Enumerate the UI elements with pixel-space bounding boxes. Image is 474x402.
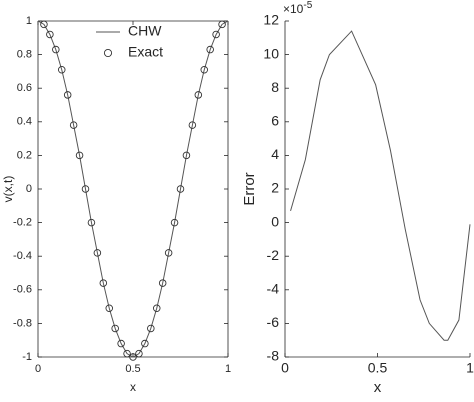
y-tick-label: -0.8: [13, 317, 32, 329]
y-tick-label: -6: [267, 314, 280, 330]
y-multiplier: ×10-5: [283, 0, 313, 16]
legend-marker: [103, 48, 113, 58]
marker: [87, 218, 96, 227]
y-multiplier-exponent: -5: [303, 0, 312, 11]
y-tick-label: 1: [26, 15, 32, 27]
y-tick-label: 0.2: [17, 149, 32, 161]
marker: [218, 20, 226, 29]
marker: [129, 353, 137, 361]
y-tick-label: -1: [22, 351, 32, 363]
marker: [81, 185, 90, 193]
marker: [75, 151, 84, 160]
y-tick-label: 8: [271, 79, 279, 95]
marker: [194, 91, 203, 99]
marker: [176, 185, 185, 193]
legend-label: Exact: [128, 44, 163, 60]
y-tick-label: 0.4: [17, 116, 32, 128]
marker: [188, 121, 197, 129]
marker: [152, 304, 161, 313]
x-tick-label: 0.5: [125, 363, 140, 375]
y-tick-label: 2: [271, 180, 279, 196]
x-tick-label: 0: [281, 360, 289, 376]
marker: [58, 65, 66, 74]
y-tick-label: 4: [271, 146, 279, 162]
y-tick-label: 0.8: [17, 49, 32, 61]
x-tick-label: 0: [35, 363, 41, 375]
marker: [69, 121, 78, 129]
marker: [182, 151, 191, 160]
marker: [40, 20, 48, 29]
marker: [147, 324, 155, 333]
y-tick-label: 0.6: [17, 82, 32, 94]
marker: [170, 218, 179, 227]
y-tick-label: 6: [271, 113, 279, 129]
marker: [123, 349, 131, 358]
y-tick-label: -0.2: [13, 217, 32, 229]
y-tick-label: -2: [267, 247, 280, 263]
marker: [52, 45, 60, 54]
x-axis-label: x: [374, 379, 382, 396]
x-axis-label: x: [130, 380, 136, 394]
marker: [93, 249, 102, 257]
y-axis-label: Error: [241, 172, 258, 205]
y-tick-label: -0.6: [13, 284, 32, 296]
y-tick-label: 0: [271, 213, 279, 229]
line: [290, 30, 471, 341]
y-tick-label: 0: [26, 183, 32, 195]
y-tick-label: -0.4: [13, 250, 32, 262]
marker: [63, 91, 72, 99]
marker: [99, 279, 108, 287]
marker: [135, 349, 143, 358]
x-tick-label: 1: [225, 363, 231, 375]
marker: [105, 304, 113, 313]
marker: [212, 30, 220, 39]
y-multiplier-base: ×10: [283, 2, 304, 16]
y-tick-label: 12: [263, 12, 279, 28]
y-axis-label: v(x,t): [1, 176, 15, 203]
marker: [158, 279, 167, 287]
y-tick-label: 10: [263, 45, 279, 61]
y-tick-label: -4: [267, 281, 280, 297]
marker: [46, 30, 54, 39]
marker: [141, 339, 149, 348]
marker: [111, 324, 119, 333]
marker: [200, 65, 208, 74]
marker: [117, 339, 125, 348]
line: [37, 20, 229, 358]
legend-label: CHW: [128, 23, 162, 39]
marker: [206, 45, 214, 54]
x-tick-label: 1: [466, 360, 474, 376]
y-tick-label: -8: [267, 348, 280, 364]
marker: [164, 249, 173, 257]
x-tick-label: 0.5: [368, 360, 388, 376]
